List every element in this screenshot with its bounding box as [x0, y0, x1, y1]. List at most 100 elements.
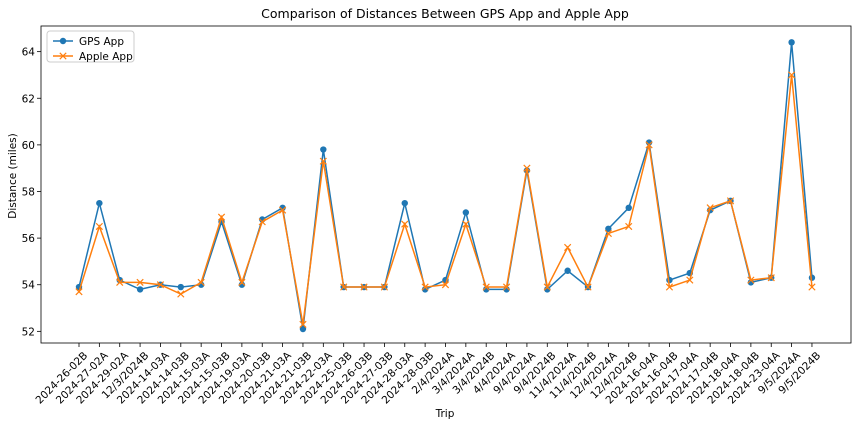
data-point-apple-app [319, 157, 327, 165]
data-point-gps-app [625, 204, 632, 212]
x-marker-stroke [564, 243, 572, 252]
x-marker-stroke [523, 164, 531, 172]
y-tick-label: 56 [22, 233, 36, 245]
x-marker-stroke [482, 283, 490, 291]
x-marker-stroke [645, 141, 653, 149]
data-point-apple-app [502, 283, 511, 291]
chart-title: Comparison of Distances Between GPS App … [261, 6, 629, 21]
x-marker-stroke [808, 283, 816, 291]
plot-area [40, 25, 852, 344]
x-marker-stroke [726, 197, 735, 205]
data-point-apple-app [747, 276, 755, 284]
x-marker-stroke [625, 222, 633, 231]
data-point-apple-app [726, 197, 735, 205]
y-tick-label: 62 [22, 93, 35, 105]
x-marker-stroke [258, 218, 266, 226]
x-marker-stroke [59, 52, 67, 60]
data-point-apple-app [625, 222, 633, 231]
data-point-apple-app [787, 71, 796, 79]
data-point-gps-app [564, 267, 571, 274]
x-marker-stroke [380, 283, 389, 291]
x-marker-stroke [197, 278, 205, 287]
legend-box [46, 30, 135, 63]
x-marker-stroke [360, 283, 368, 291]
data-point-apple-app [564, 243, 572, 252]
x-marker-stroke [340, 283, 348, 291]
x-marker-stroke [177, 290, 185, 298]
data-point-apple-app [116, 278, 124, 287]
series-apple-app [75, 71, 816, 328]
x-marker-stroke [156, 281, 165, 289]
x-marker-stroke [401, 220, 409, 228]
x-marker-stroke [584, 283, 592, 291]
x-axis-label: Trip [435, 408, 455, 420]
x-marker-stroke [706, 204, 714, 212]
data-point-apple-app [380, 283, 389, 291]
legend: GPS App Apple App [46, 30, 135, 63]
series-gps-app [75, 39, 816, 333]
data-point-apple-app [584, 283, 592, 291]
x-marker-stroke [278, 206, 287, 214]
data-point-apple-app [462, 220, 470, 228]
data-point-apple-app [706, 204, 714, 212]
x-marker-stroke [95, 222, 103, 231]
data-point-apple-app [421, 283, 429, 291]
x-marker-stroke [462, 220, 470, 228]
x-marker-stroke [421, 283, 429, 291]
data-point-gps-app [645, 139, 653, 146]
data-point-gps-app [299, 325, 307, 333]
data-point-apple-app [340, 283, 348, 291]
x-marker-stroke [299, 320, 307, 328]
legend-marker-apple-app [59, 52, 67, 60]
x-marker-stroke [767, 274, 775, 282]
data-point-apple-app [238, 278, 246, 287]
data-point-apple-app [75, 288, 83, 296]
x-marker-stroke [238, 278, 246, 287]
data-point-apple-app [177, 290, 185, 298]
y-tick-label: 52 [22, 326, 35, 338]
x-marker-stroke [787, 71, 796, 79]
data-point-gps-app [747, 279, 755, 286]
data-point-apple-app [258, 218, 266, 226]
data-point-apple-app [686, 276, 694, 284]
data-point-apple-app [217, 213, 226, 221]
data-point-apple-app [401, 220, 409, 228]
data-point-apple-app [95, 222, 103, 231]
x-marker-stroke [665, 283, 674, 291]
x-marker-stroke [747, 276, 755, 284]
x-marker-stroke [136, 278, 144, 287]
data-point-apple-app [299, 320, 307, 328]
x-marker-stroke [116, 278, 124, 287]
series-layer [75, 39, 816, 333]
x-marker-stroke [604, 229, 612, 238]
x-marker-stroke [75, 288, 83, 296]
data-point-gps-app [544, 286, 551, 293]
y-axis-label: Distance (miles) [7, 133, 19, 218]
data-point-apple-app [360, 283, 368, 291]
data-point-gps-app [421, 286, 429, 293]
legend-marker-gps-app [59, 37, 67, 45]
x-axis: 2024-26-02B2024-27-02A2024-29-02A12/3/20… [33, 343, 823, 406]
data-point-apple-app [136, 278, 144, 287]
data-point-apple-app [645, 141, 653, 149]
data-point-apple-app [665, 283, 674, 291]
data-point-gps-app [279, 204, 286, 212]
x-marker-stroke [543, 283, 551, 291]
data-point-apple-app [197, 278, 205, 287]
data-point-apple-app [278, 206, 287, 214]
data-point-apple-app [441, 281, 450, 289]
x-marker-stroke [319, 157, 327, 165]
y-axis: 52 54 56 58 60 62 64 [22, 47, 41, 338]
legend-label-gps-app: GPS App [79, 36, 124, 48]
data-point-apple-app [808, 283, 816, 291]
data-point-gps-app [320, 146, 327, 153]
y-tick-label: 64 [22, 47, 36, 59]
data-point-gps-app [788, 39, 795, 46]
x-marker-stroke [441, 281, 450, 289]
data-point-apple-app [156, 281, 165, 289]
data-point-gps-app [96, 199, 103, 207]
y-tick-label: 58 [22, 186, 35, 198]
series-line-apple-app [78, 74, 813, 325]
x-marker-stroke [502, 283, 511, 291]
